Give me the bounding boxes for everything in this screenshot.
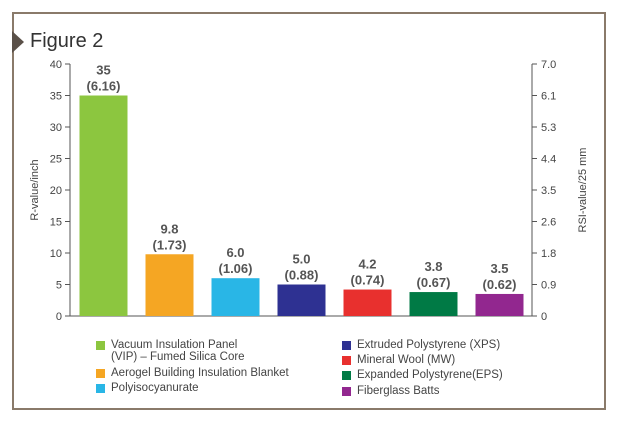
bar: [343, 289, 392, 316]
bar-value-label: 3.5: [490, 261, 508, 276]
y2-tick-label: 2.6: [541, 217, 556, 229]
bar: [475, 293, 524, 316]
legend-label-line: Expanded Polystyrene(EPS): [357, 369, 503, 381]
bar: [277, 284, 326, 316]
legend-item: Mineral Wool (MW): [342, 354, 455, 366]
legend-item: Expanded Polystyrene(EPS): [342, 369, 503, 381]
y2-tick-label: 4.4: [541, 154, 556, 166]
bar-rsi-label: (0.67): [417, 275, 451, 290]
legend-item: Polyisocyanurate: [96, 382, 199, 394]
legend-label-line: Aerogel Building Insulation Blanket: [111, 367, 289, 379]
legend-label: Extruded Polystyrene (XPS): [357, 339, 500, 351]
y-tick-label: 25: [50, 154, 62, 166]
y2-axis-label: RSI-value/25 mm: [577, 148, 589, 233]
figure-title-block: Figure 2: [12, 30, 103, 53]
y-tick-label: 15: [50, 217, 62, 229]
legend-label-line: Polyisocyanurate: [111, 382, 199, 394]
bar-value-label: 5.0: [292, 252, 310, 267]
bar-value-label: 9.8: [160, 221, 178, 236]
legend-label-line: Vacuum Insulation Panel: [111, 339, 238, 351]
legend-label-line: Fiberglass Batts: [357, 385, 440, 397]
legend-item: Extruded Polystyrene (XPS): [342, 339, 500, 351]
legend-label: Expanded Polystyrene(EPS): [357, 369, 503, 381]
y2-tick-label: 6.1: [541, 91, 556, 103]
y-tick-label: 20: [50, 185, 62, 197]
y-tick-label: 35: [50, 91, 62, 103]
y-tick-label: 30: [50, 122, 62, 134]
legend-swatch: [342, 356, 351, 365]
legend-label: Polyisocyanurate: [111, 382, 199, 394]
y-tick-label: 5: [56, 280, 62, 292]
legend-item: Fiberglass Batts: [342, 385, 439, 397]
arrow-icon: [12, 30, 24, 53]
legend-label-line: (VIP) – Fumed Silica Core: [111, 351, 245, 363]
legend-swatch: [342, 387, 351, 396]
y-axis-label: R-value/inch: [29, 159, 41, 220]
legend-label: Vacuum Insulation Panel (VIP) – Fumed Sil…: [111, 339, 245, 363]
legend-swatch: [96, 384, 105, 393]
y-tick-label: 40: [50, 59, 62, 71]
legend-item: Aerogel Building Insulation Blanket: [96, 367, 289, 379]
figure-title: Figure 2: [30, 30, 104, 52]
legend-label: Fiberglass Batts: [357, 385, 439, 397]
legend-label-line: Extruded Polystyrene (XPS): [357, 339, 501, 351]
y2-tick-label: 7.0: [541, 59, 556, 71]
legend-label: Aerogel Building Insulation Blanket: [111, 367, 289, 379]
legend-item: Vacuum Insulation Panel (VIP) – Fumed Sil…: [96, 339, 245, 363]
y2-tick-label: 3.5: [541, 185, 556, 197]
bar: [145, 254, 194, 316]
bar-rsi-label: (6.16): [87, 79, 121, 94]
legend-swatch: [96, 341, 105, 350]
bar: [79, 95, 128, 316]
y2-tick-label: 5.3: [541, 122, 556, 134]
bar-value-label: 6.0: [226, 245, 244, 260]
bar-rsi-label: (1.73): [153, 237, 187, 252]
bar-value-label: 3.8: [424, 259, 442, 274]
bar-rsi-label: (0.62): [483, 277, 517, 292]
bar-value-label: 35: [96, 63, 110, 78]
bar: [211, 278, 260, 316]
bar: [409, 292, 458, 316]
legend-label-line: Mineral Wool (MW): [357, 354, 456, 366]
y2-tick-label: 0: [541, 311, 547, 323]
bar-rsi-label: (0.88): [285, 268, 319, 283]
bar-rsi-label: (1.06): [219, 261, 253, 276]
legend-swatch: [342, 371, 351, 380]
bar-value-label: 4.2: [358, 257, 376, 272]
y2-tick-label: 1.8: [541, 248, 556, 260]
y2-tick-label: 0.9: [541, 280, 556, 292]
legend-label: Mineral Wool (MW): [357, 354, 455, 366]
y-tick-label: 10: [50, 248, 62, 260]
legend-swatch: [342, 341, 351, 350]
bar-rsi-label: (0.74): [351, 273, 385, 288]
y-tick-label: 0: [56, 311, 62, 323]
legend-swatch: [96, 369, 105, 378]
